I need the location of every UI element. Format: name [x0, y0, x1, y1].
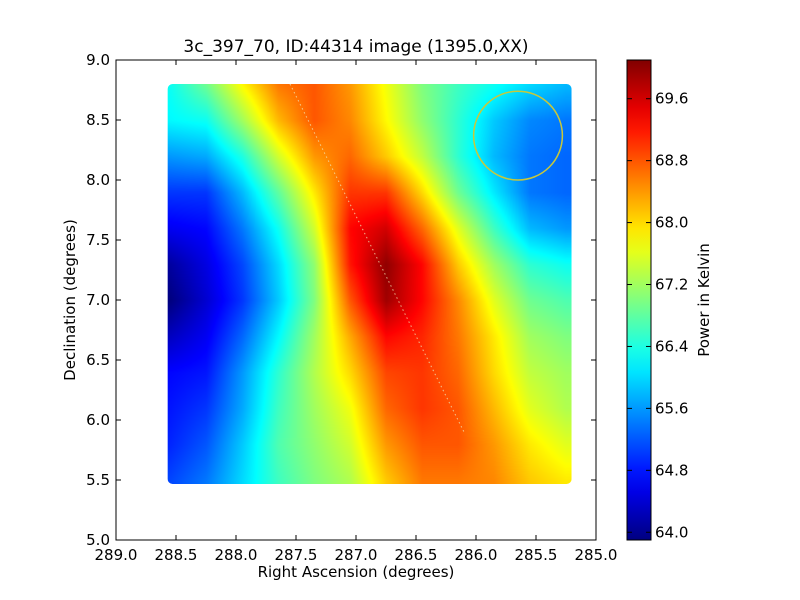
x-tick-label: 285.5	[515, 546, 558, 564]
chart-title: 3c_397_70, ID:44314 image (1395.0,XX)	[183, 37, 528, 57]
colorbar-tick-label: 65.6	[655, 399, 688, 417]
y-axis-ticks: 5.0 5.5 6.0 6.5 7.0 7.5 8.0 8.5 9.0	[86, 51, 596, 549]
y-tick-label: 6.5	[86, 351, 110, 369]
x-tick-label: 285.0	[575, 546, 618, 564]
heatmap-image	[167, 84, 572, 484]
y-tick-label: 6.0	[86, 411, 110, 429]
dotted-overlay-line	[289, 83, 465, 433]
x-tick-label: 289.0	[95, 546, 138, 564]
x-tick-label: 286.5	[395, 546, 438, 564]
y-tick-label: 8.0	[86, 171, 110, 189]
heatmap-overlays	[289, 83, 564, 433]
colorbar-tick-label: 68.8	[655, 152, 688, 170]
y-tick-label: 9.0	[86, 51, 110, 69]
x-tick-label: 287.5	[275, 546, 318, 564]
x-axis-label: Right Ascension (degrees)	[258, 563, 455, 581]
colorbar-tick-label: 67.2	[655, 276, 688, 294]
y-tick-label: 8.5	[86, 111, 110, 129]
y-tick-label: 5.0	[86, 531, 110, 549]
colorbar-tick-label: 66.4	[655, 337, 688, 355]
colorbar-label: Power in Kelvin	[695, 243, 713, 357]
colorbar-tick-label: 68.0	[655, 214, 688, 232]
colorbar-tick-label: 64.0	[655, 523, 688, 541]
colorbar-tick-label: 69.6	[655, 90, 688, 108]
x-tick-label: 288.5	[155, 546, 198, 564]
colorbar: 64.0 64.8 65.6 66.4 67.2 68.0 68.8 69.6	[626, 59, 688, 541]
x-tick-label: 288.0	[215, 546, 258, 564]
x-tick-label: 287.0	[335, 546, 378, 564]
y-tick-label: 7.5	[86, 231, 110, 249]
y-tick-label: 5.5	[86, 471, 110, 489]
beam-circle	[472, 90, 564, 181]
y-tick-label: 7.0	[86, 291, 110, 309]
colorbar-fill	[627, 60, 651, 540]
x-axis-ticks: 289.0 288.5 288.0 287.5 287.0 286.5 286.0 285.5…	[95, 60, 618, 564]
colorbar-ticks: 64.0 64.8 65.6 66.4 67.2 68.0 68.8 69.6	[627, 90, 688, 541]
colorbar-frame	[626, 59, 652, 541]
x-tick-label: 286.0	[455, 546, 498, 564]
colorbar-tick-label: 64.8	[655, 461, 688, 479]
plot-axes: 289.0 288.5 288.0 287.5 287.0 286.5 286.0 285.5…	[86, 51, 617, 564]
y-axis-label: Declination (degrees)	[61, 219, 79, 381]
